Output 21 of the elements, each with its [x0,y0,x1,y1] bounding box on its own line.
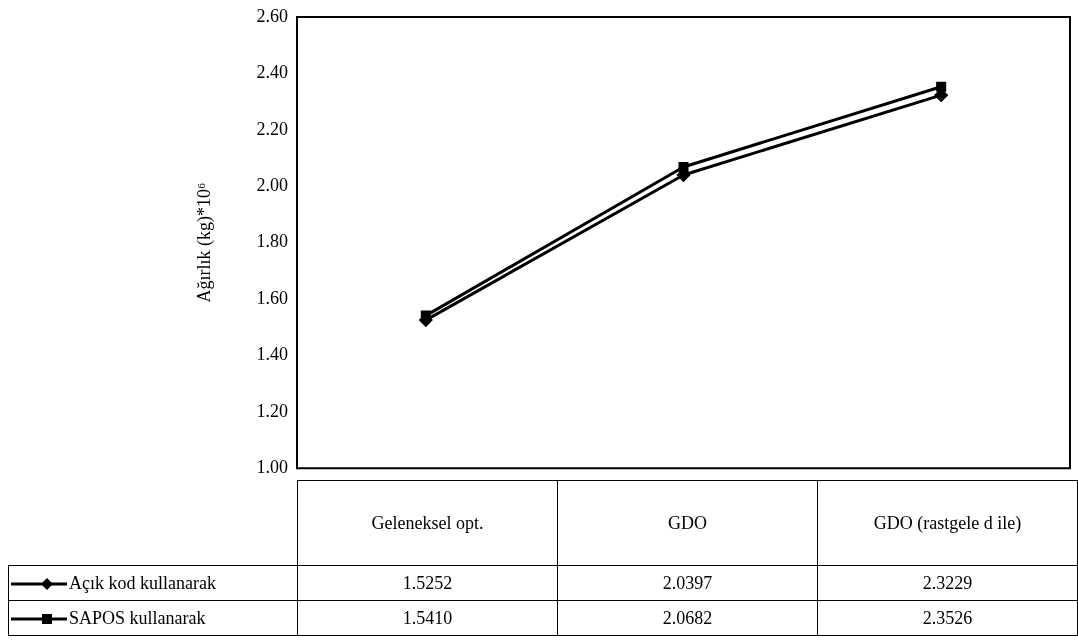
legend-label: SAPOS kullanarak [69,607,206,628]
data-label: 2.3229 [817,565,1078,601]
y-tick-label: 1.00 [256,456,288,477]
data-label: 2.0397 [557,565,818,601]
x-tick-label: Geleneksel opt. [297,480,558,566]
y-axis-title: Ağırlık (kg)*10⁶ [193,182,215,303]
y-tick-label: 2.20 [256,118,288,139]
y-tick-label: 2.60 [256,5,288,26]
y-tick-label: 1.60 [256,287,288,308]
x-tick-label: GDO [557,480,818,566]
legend-label: Açık kod kullanarak [69,572,216,593]
data-label: 2.0682 [557,600,818,636]
y-tick-label: 1.80 [256,231,288,252]
data-label: 2.3526 [817,600,1078,636]
y-tick-label: 1.20 [256,400,288,421]
y-tick-label: 1.40 [256,344,288,365]
data-label: 1.5410 [297,600,558,636]
y-tick-label: 2.40 [256,62,288,83]
data-label: 1.5252 [297,565,558,601]
y-tick-label: 2.00 [256,174,288,195]
x-tick-label: GDO (rastgele d ile) [817,480,1078,566]
